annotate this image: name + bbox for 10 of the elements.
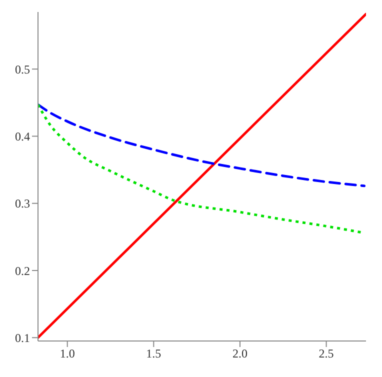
x-tick-label: 2.5 <box>318 346 334 361</box>
line-series <box>38 103 366 188</box>
x-tick-label: 1.5 <box>146 346 162 361</box>
y-tick-label: 0.5 <box>15 62 30 76</box>
y-tick-label: 0.4 <box>15 129 30 144</box>
x-tick-label: 2.0 <box>232 346 248 361</box>
x-tick-label: 1.0 <box>60 346 75 361</box>
y-tick-label: 0.3 <box>15 196 30 211</box>
y-tick-label: 0.2 <box>15 264 30 278</box>
y-tick-label: 0.1 <box>15 330 30 345</box>
